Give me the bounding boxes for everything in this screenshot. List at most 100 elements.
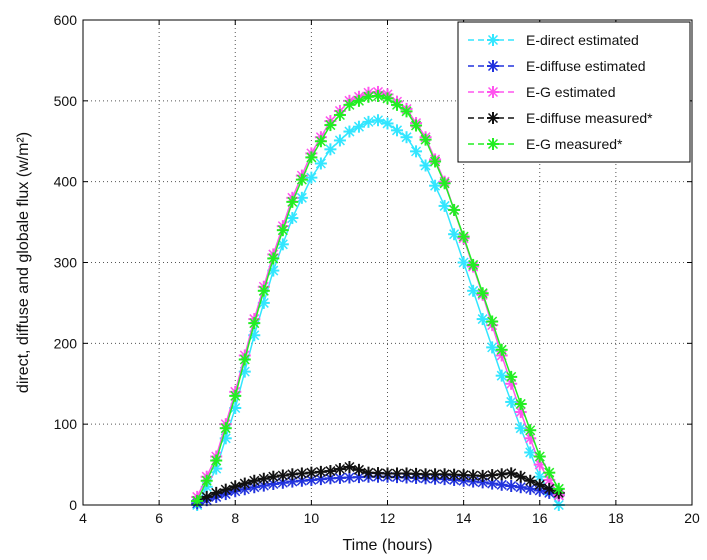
- legend-marker: [487, 112, 499, 124]
- data-point: [333, 463, 346, 476]
- data-point: [276, 469, 289, 482]
- data-point: [391, 124, 404, 137]
- data-point: [352, 463, 365, 476]
- y-tick-label: 200: [54, 335, 78, 351]
- data-point: [257, 472, 270, 485]
- data-point: [267, 470, 280, 483]
- data-point: [467, 284, 480, 297]
- data-point: [305, 473, 318, 486]
- data-point: [514, 481, 527, 494]
- data-point: [314, 135, 327, 148]
- legend-label: E-direct estimated: [526, 32, 639, 48]
- data-point: [343, 471, 356, 484]
- data-point: [514, 470, 527, 483]
- legend-item: E-diffuse measured*: [468, 110, 653, 126]
- data-point: [210, 486, 223, 499]
- data-point: [324, 143, 337, 156]
- data-point: [505, 467, 518, 480]
- data-point: [495, 478, 508, 491]
- data-point: [257, 284, 270, 297]
- data-point: [324, 119, 337, 132]
- legend-label: E-diffuse measured*: [526, 110, 653, 126]
- legend: E-direct estimated E-diffuse estimated E-G…: [457, 21, 691, 163]
- data-point: [391, 98, 404, 111]
- y-tick-label: 400: [54, 174, 78, 190]
- x-tick-label: 16: [532, 510, 548, 526]
- data-point: [476, 313, 489, 326]
- y-tick-label: 600: [54, 12, 78, 28]
- data-point: [286, 195, 299, 208]
- legend-label: E-diffuse estimated: [526, 58, 646, 74]
- legend-marker: [487, 86, 499, 98]
- data-point: [295, 173, 308, 186]
- x-tick-label: 12: [380, 510, 396, 526]
- data-point: [381, 117, 394, 130]
- data-point: [429, 155, 442, 168]
- legend-label: E-G estimated: [526, 84, 615, 100]
- data-point: [419, 159, 432, 172]
- data-point: [448, 203, 461, 216]
- y-tick-label: 100: [54, 416, 78, 432]
- data-point: [343, 461, 356, 474]
- data-point: [533, 478, 546, 491]
- data-point: [267, 477, 280, 490]
- x-tick-label: 14: [456, 510, 472, 526]
- data-point: [495, 369, 508, 382]
- x-tick-label: 10: [304, 510, 320, 526]
- data-point: [219, 483, 232, 496]
- x-tick-label: 20: [684, 510, 700, 526]
- data-point: [400, 105, 413, 118]
- legend-item: E-G measured*: [468, 136, 623, 152]
- data-point: [505, 395, 518, 408]
- data-point: [343, 98, 356, 111]
- data-point: [371, 467, 384, 480]
- x-tick-label: 4: [79, 510, 87, 526]
- data-point: [457, 469, 470, 482]
- data-point: [524, 446, 537, 459]
- data-point: [457, 230, 470, 243]
- legend-item: E-G estimated: [468, 84, 615, 100]
- data-point: [410, 119, 423, 132]
- data-point: [210, 454, 223, 467]
- x-tick-label: 8: [231, 510, 239, 526]
- data-point: [400, 131, 413, 144]
- data-point: [333, 108, 346, 121]
- x-tick-label: 18: [608, 510, 624, 526]
- data-point: [514, 422, 527, 435]
- data-point: [552, 482, 565, 495]
- series-e-g-measured: [191, 89, 565, 507]
- data-point: [286, 212, 299, 225]
- legend-marker: [487, 138, 499, 150]
- data-point: [457, 256, 470, 269]
- series-group: [191, 85, 565, 511]
- data-point: [448, 228, 461, 241]
- data-point: [429, 179, 442, 192]
- y-tick-label: 300: [54, 255, 78, 271]
- data-point: [486, 315, 499, 328]
- data-point: [533, 450, 546, 463]
- data-point: [371, 89, 384, 102]
- data-point: [238, 353, 251, 366]
- data-point: [276, 224, 289, 237]
- data-point: [267, 252, 280, 265]
- data-point: [410, 145, 423, 158]
- data-point: [362, 115, 375, 128]
- data-point: [505, 370, 518, 383]
- data-point: [324, 465, 337, 478]
- data-point: [524, 474, 537, 487]
- data-point: [200, 490, 213, 503]
- y-tick-label: 0: [69, 497, 77, 513]
- data-point: [362, 90, 375, 103]
- legend-marker: [487, 34, 499, 46]
- data-point: [543, 482, 556, 495]
- data-point: [200, 474, 213, 487]
- data-point: [543, 466, 556, 479]
- data-point: [371, 114, 384, 127]
- data-point: [381, 92, 394, 105]
- data-point: [438, 177, 451, 190]
- legend-item: E-direct estimated: [468, 32, 639, 48]
- series-e-direct-estimated: [191, 114, 565, 511]
- data-point: [352, 94, 365, 107]
